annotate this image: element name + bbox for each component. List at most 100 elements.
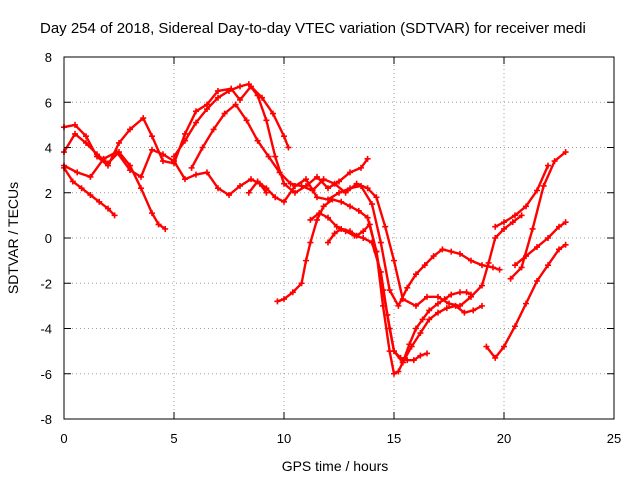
data-point: [314, 173, 320, 180]
data-point: [468, 257, 474, 264]
data-point: [468, 291, 474, 298]
data-point: [270, 110, 276, 117]
data-point: [316, 210, 323, 217]
data-point: [347, 185, 353, 192]
data-point: [210, 126, 217, 133]
data-point: [417, 352, 424, 359]
data-point: [417, 330, 424, 337]
data-point: [204, 169, 210, 176]
data-point: [395, 368, 402, 375]
data-point: [138, 173, 144, 180]
data-point: [215, 94, 221, 101]
data-point: [331, 230, 338, 237]
data-point: [545, 162, 551, 169]
data-point: [155, 221, 162, 228]
data-point: [182, 137, 188, 144]
data-point: [336, 178, 342, 185]
series-line: [276, 198, 429, 362]
data-point: [347, 169, 353, 176]
data-point: [243, 117, 250, 124]
data-point: [254, 92, 261, 99]
data-point: [534, 277, 540, 284]
data-point: [325, 185, 331, 192]
data-point: [534, 187, 540, 194]
data-point: [545, 235, 551, 241]
data-point: [274, 298, 281, 305]
data-point: [391, 370, 397, 377]
data-point: [410, 357, 417, 364]
data-point: [127, 167, 133, 174]
data-point: [160, 158, 166, 165]
series-line: [326, 223, 473, 375]
data-point: [424, 350, 430, 357]
series-markers: [325, 221, 474, 377]
data-point: [314, 194, 320, 201]
data-point: [292, 182, 298, 189]
data-point: [303, 257, 309, 264]
data-point: [96, 198, 103, 205]
data-point: [540, 182, 547, 189]
data-point: [501, 225, 507, 232]
data-point: [87, 173, 94, 180]
data-point: [245, 81, 252, 88]
plot-frame: [63, 56, 615, 420]
data-point: [237, 83, 243, 90]
data-point: [221, 110, 228, 117]
series-markers: [245, 176, 503, 309]
data-point: [446, 300, 452, 307]
data-point: [193, 171, 199, 178]
data-point: [430, 253, 437, 260]
data-point: [74, 169, 81, 176]
data-point: [556, 246, 562, 253]
data-point: [265, 153, 272, 160]
series-markers: [188, 101, 525, 309]
data-point: [347, 203, 353, 210]
data-point: [116, 139, 122, 146]
data-point: [83, 139, 89, 146]
data-point: [373, 248, 380, 255]
series-line: [309, 211, 484, 364]
data-point: [314, 216, 320, 223]
chart-title: Day 254 of 2018, Sidereal Day-to-day VTE…: [40, 20, 586, 37]
data-point: [358, 182, 364, 189]
data-point: [512, 323, 518, 330]
data-point: [281, 133, 287, 140]
data-point: [529, 225, 536, 232]
data-point: [419, 316, 426, 323]
data-point: [366, 221, 373, 228]
data-point: [140, 115, 147, 122]
y-tick-label: -2: [40, 276, 52, 291]
x-tick-label: 20: [497, 431, 511, 446]
data-point: [320, 203, 327, 210]
data-point: [289, 289, 296, 296]
data-point: [355, 207, 362, 214]
data-point: [406, 341, 413, 348]
data-point: [138, 185, 144, 192]
data-point: [463, 289, 470, 296]
series-markers: [171, 81, 371, 196]
data-point: [171, 153, 177, 160]
data-point: [479, 282, 485, 289]
data-point: [105, 205, 111, 212]
data-point: [448, 248, 455, 255]
data-point: [509, 219, 516, 226]
data-point: [391, 257, 397, 264]
data-point: [72, 130, 78, 137]
data-point: [232, 101, 239, 108]
data-point: [373, 194, 380, 201]
y-tick-label: 8: [45, 50, 52, 65]
data-point: [325, 214, 331, 221]
data-point: [448, 291, 455, 298]
data-point: [160, 151, 166, 158]
data-point: [399, 359, 406, 366]
series-markers: [483, 241, 569, 361]
data-point: [490, 264, 496, 271]
x-tick-label: 15: [387, 431, 401, 446]
data-point: [492, 223, 499, 230]
data-point: [245, 189, 252, 196]
data-point: [285, 144, 292, 151]
data-point: [461, 309, 468, 316]
data-point: [226, 192, 232, 199]
data-point: [483, 343, 490, 350]
data-point: [303, 176, 309, 183]
